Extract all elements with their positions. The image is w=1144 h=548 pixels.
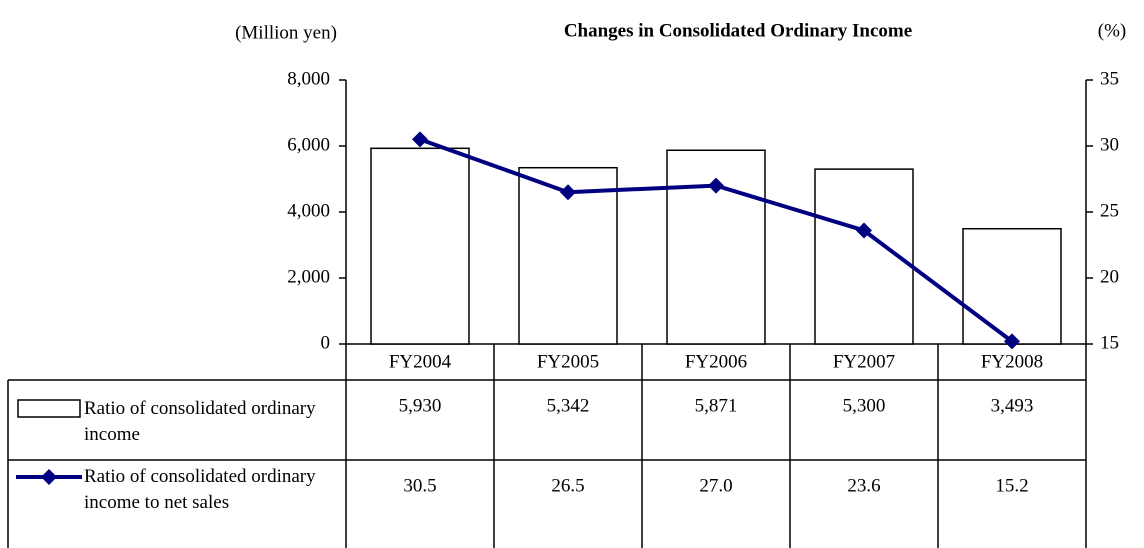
y-tick-label: 4,000 — [287, 200, 330, 221]
y-tick-label: 6,000 — [287, 134, 330, 155]
y2-tick-label: 15 — [1100, 332, 1119, 353]
marker — [708, 177, 724, 194]
table-value: 5,930 — [399, 395, 442, 416]
chart-title: Changes in Consolidated Ordinary Income — [564, 20, 912, 41]
x-tick-label: FY2006 — [685, 351, 747, 372]
y2-tick-label: 20 — [1100, 266, 1119, 287]
table-value: 26.5 — [551, 475, 584, 496]
table-value: 27.0 — [699, 475, 732, 496]
table-grid — [7, 80, 1087, 548]
y2-axis-label: (%) — [1098, 20, 1126, 41]
y-tick-label: 0 — [321, 332, 331, 353]
marker — [856, 222, 872, 239]
table-value: 5,300 — [843, 395, 886, 416]
legend-bar-symbol — [17, 399, 81, 418]
table-value: 15.2 — [995, 475, 1028, 496]
legend-marker — [41, 469, 57, 485]
y-tick-label: 8,000 — [287, 68, 330, 89]
marker — [1004, 333, 1020, 350]
table-value: 3,493 — [991, 395, 1034, 416]
marker — [560, 184, 576, 201]
y2-tick-label: 30 — [1100, 134, 1119, 155]
y-tick-label: 2,000 — [287, 266, 330, 287]
x-tick-label: FY2005 — [537, 351, 599, 372]
x-tick-label: FY2008 — [981, 351, 1043, 372]
table-value: 30.5 — [403, 475, 436, 496]
table-value: 5,342 — [547, 395, 590, 416]
y-axis-label: (Million yen) — [235, 22, 337, 43]
y2-tick-label: 25 — [1100, 200, 1119, 221]
table-value: 5,871 — [695, 395, 738, 416]
x-tick-label: FY2004 — [389, 351, 452, 372]
bar — [962, 227, 1062, 345]
x-tick-label: FY2007 — [833, 351, 895, 372]
table-value: 23.6 — [847, 475, 880, 496]
y2-tick-label: 35 — [1100, 68, 1119, 89]
legend-label: Ratio of consolidated ordinary income — [84, 398, 316, 445]
marker — [412, 131, 428, 148]
bar — [370, 147, 470, 345]
legend-label: Ratio of consolidated ordinary income to… — [84, 466, 316, 513]
